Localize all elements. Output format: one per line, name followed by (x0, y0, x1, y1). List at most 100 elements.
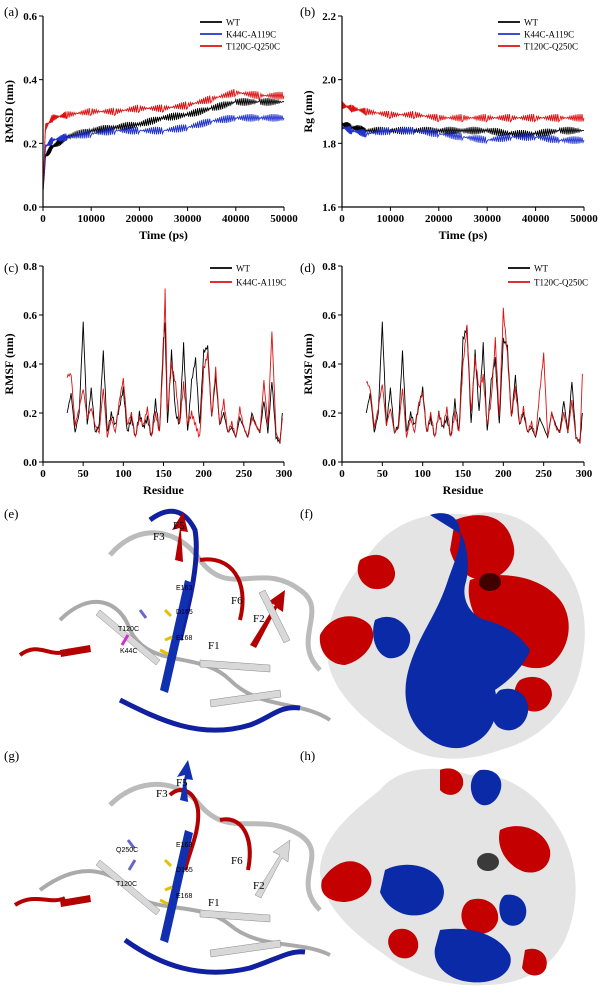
x-tick-label: 150 (455, 468, 472, 480)
y-tick-label: 0.4 (23, 359, 37, 371)
beta-strand (254, 839, 291, 899)
structure-label-f2: F2 (253, 880, 265, 892)
x-tick-label: 50 (377, 468, 389, 480)
x-tick-label: 150 (155, 468, 172, 480)
series-line-k44c-a119c (341, 125, 585, 145)
series-line-t120c-q250c (365, 307, 583, 443)
side-chain (127, 859, 137, 871)
ribbon-loop (58, 600, 332, 722)
ribbon-loop (108, 530, 322, 672)
y-tick-label: 1.8 (322, 138, 336, 150)
x-axis-label: Residue (443, 483, 484, 497)
y-tick-label: 0.2 (23, 408, 37, 420)
surface-patch-blue (499, 894, 527, 926)
panel-label-h: (h) (300, 748, 315, 763)
legend-label: K44C-A119C (226, 30, 276, 40)
surface-patch-red (522, 948, 547, 976)
ribbon-loop (148, 508, 199, 641)
x-tick-label: 40000 (222, 213, 250, 225)
series-line-t120c-q250c (42, 89, 285, 195)
x-axis-label: Residue (143, 483, 184, 497)
surface-patch-red (499, 826, 551, 873)
protein-ribbon-structure-e (18, 508, 332, 733)
beta-strand (177, 760, 193, 802)
surface-patch-red (461, 898, 499, 934)
surface-patch-blue (470, 769, 502, 806)
y-tick-label: 0.2 (23, 138, 37, 150)
residue-label-e168: E168 (176, 635, 192, 642)
y-tick-label: 0.6 (23, 310, 37, 322)
legend-label: T120C-Q250C (226, 42, 280, 52)
residue-label-t120c: T120C (116, 881, 137, 888)
x-tick-label: 50000 (270, 213, 298, 225)
structure-label-f6: F6 (231, 855, 243, 867)
residue-label-t120c: T120C (118, 626, 139, 633)
surface-patch-blue (380, 864, 444, 916)
beta-strand (160, 830, 193, 943)
y-tick-label: 0.6 (23, 11, 37, 23)
structure-label-f3: F3 (156, 788, 168, 800)
x-tick-label: 40000 (522, 213, 550, 225)
beta-strand (199, 659, 271, 673)
legend-label: T120C-Q250C (524, 42, 578, 52)
side-chain (120, 634, 130, 646)
x-tick-label: 0 (40, 213, 46, 225)
ribbon-loop (168, 788, 201, 871)
series-line-k44c-a119c (66, 288, 283, 443)
surface-patch-blue (434, 928, 511, 983)
structure-label-f5: F5 (176, 777, 188, 789)
protein-surface-h (320, 768, 576, 986)
structure-label-f6: F6 (231, 595, 243, 607)
series-line-wt (341, 121, 585, 138)
residue-label-e168: E168 (176, 893, 192, 900)
surface-patch-red (468, 575, 569, 669)
beta-strand (209, 689, 282, 708)
structure-label-f2: F2 (253, 613, 265, 625)
series-line-wt (42, 97, 285, 192)
y-axis-label: RMSF (nm) (2, 333, 16, 394)
legend-label: WT (236, 264, 250, 274)
y-tick-label: 2.0 (322, 75, 336, 87)
series-line-t120c-q250c (341, 101, 585, 123)
y-axis-label: RMSD (nm) (2, 80, 16, 143)
panel-label-a: (a) (4, 4, 18, 19)
residue-label-e163: E163 (176, 585, 192, 592)
ribbon-loop (118, 697, 301, 733)
structure-label-f3: F3 (153, 531, 165, 543)
x-tick-label: 30000 (473, 213, 501, 225)
structure-label-f5: F5 (173, 520, 185, 532)
chart-b: 0 10000 20000 30000 40000 50000 1.6 1.8 2.0 2.2 Ti… (301, 11, 598, 242)
x-tick-label: 50 (78, 468, 90, 480)
y-tick-label: 0.4 (23, 75, 37, 87)
panel-label-e: (e) (4, 506, 18, 521)
ribbon-loop (108, 781, 322, 912)
surface-patch-red (388, 928, 419, 959)
x-tick-label: 100 (414, 468, 431, 480)
surface-patch-red (321, 861, 372, 902)
y-tick-label: 2.2 (322, 11, 336, 23)
x-tick-label: 10000 (77, 213, 105, 225)
chart-a: 0 10000 20000 30000 40000 50000 0.0 0.2 0.4 0.6 Ti… (2, 11, 298, 242)
panel-label-g: (g) (4, 748, 19, 763)
structure-label-f1: F1 (208, 640, 220, 652)
legend-label: WT (534, 264, 548, 274)
ribbon-loop (219, 817, 252, 871)
surface-body (320, 768, 576, 986)
protein-surface-f (319, 512, 585, 759)
chart-d: 0 50 100 150 200 250 300 0.0 0.2 0.4 0.6 0.8 Residue… (301, 261, 593, 497)
y-tick-label: 0.0 (23, 457, 37, 469)
beta-strand (258, 589, 291, 644)
x-tick-label: 300 (276, 468, 293, 480)
surface-pocket (479, 573, 501, 591)
beta-strand (95, 859, 161, 916)
x-tick-label: 250 (535, 468, 552, 480)
charts-layer: 0 10000 20000 30000 40000 500000.00.20.40.6Ti… (2, 11, 598, 497)
x-tick-label: 50000 (570, 213, 598, 225)
beta-strand (209, 939, 282, 958)
x-tick-label: 300 (576, 468, 593, 480)
side-chain (159, 608, 173, 656)
y-axis-label: RMSF (nm) (301, 333, 315, 394)
y-axis-label: Rg (nm) (301, 90, 315, 132)
y-tick-label: 0.2 (322, 408, 336, 420)
